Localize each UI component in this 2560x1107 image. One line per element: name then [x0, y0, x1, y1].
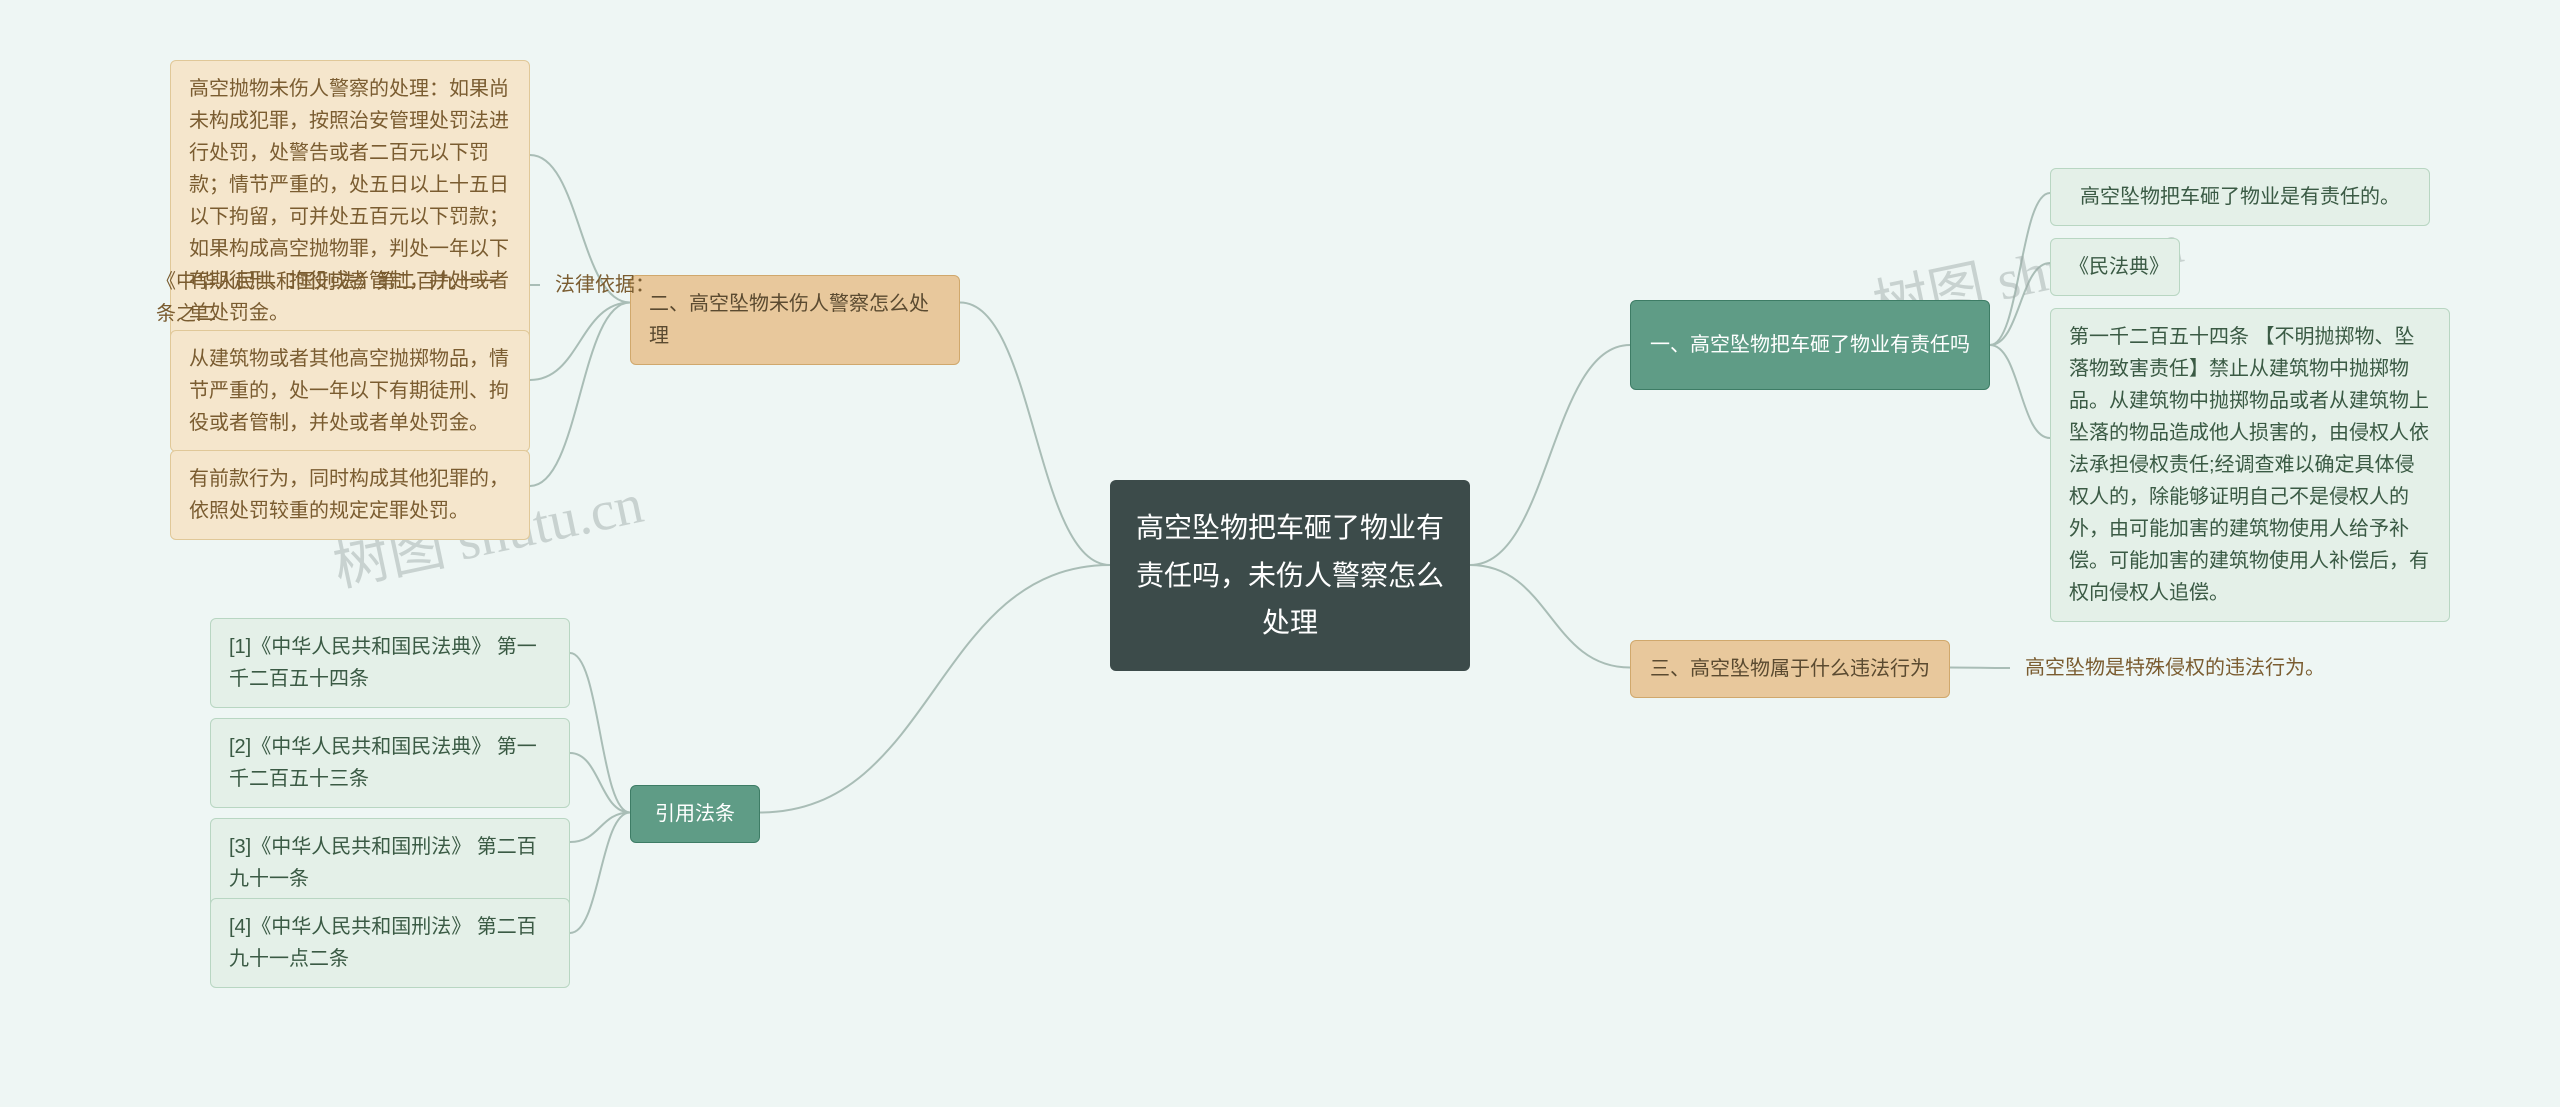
citation-1: [1]《中华人民共和国民法典》 第一千二百五十四条 — [210, 618, 570, 708]
legal-basis-label: 法律依据： — [540, 265, 670, 305]
section-2-leaf-4: 有前款行为，同时构成其他犯罪的，依照处罚较重的规定定罪处罚。 — [170, 450, 530, 540]
legal-basis-text: 《中华人民共和国刑法》第二百九十一条之二 — [150, 264, 520, 332]
citation-4: [4]《中华人民共和国刑法》 第二百九十一点二条 — [210, 898, 570, 988]
citation-3: [3]《中华人民共和国刑法》 第二百九十一条 — [210, 818, 570, 908]
citation-2: [2]《中华人民共和国民法典》 第一千二百五十三条 — [210, 718, 570, 808]
section-1-leaf-3: 第一千二百五十四条 【不明抛掷物、坠落物致害责任】禁止从建筑物中抛掷物品。从建筑… — [2050, 308, 2450, 622]
section-2-title: 二、高空坠物未伤人警察怎么处理 — [630, 275, 960, 365]
section-1-leaf-1: 高空坠物把车砸了物业是有责任的。 — [2050, 168, 2430, 226]
section-1-title: 一、高空坠物把车砸了物业有责任吗 — [1630, 300, 1990, 390]
root-node: 高空坠物把车砸了物业有责任吗，未伤人警察怎么处理 — [1110, 480, 1470, 671]
section-3-title: 三、高空坠物属于什么违法行为 — [1630, 640, 1950, 698]
section-2-leaf-3: 从建筑物或者其他高空抛掷物品，情节严重的，处一年以下有期徒刑、拘役或者管制，并处… — [170, 330, 530, 452]
citations-title: 引用法条 — [630, 785, 760, 843]
section-1-leaf-2: 《民法典》 — [2050, 238, 2180, 296]
section-3-leaf-1: 高空坠物是特殊侵权的违法行为。 — [2010, 644, 2340, 692]
